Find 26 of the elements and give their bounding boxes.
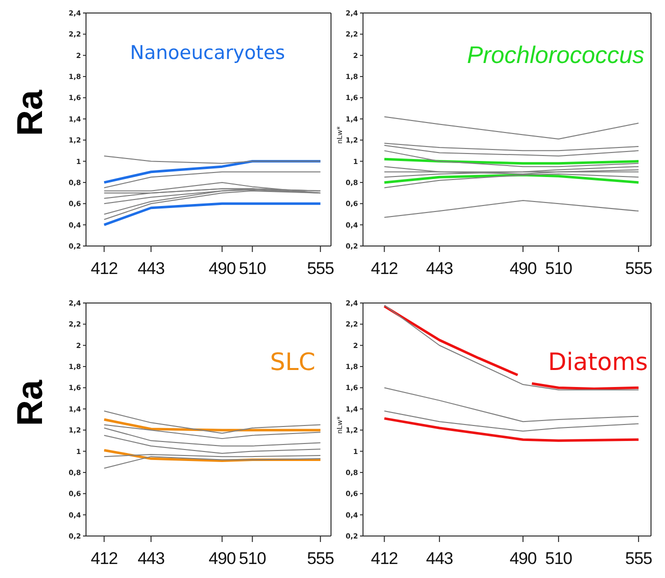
text: Prochlorococcus bbox=[467, 42, 644, 70]
x-tick-label: 510 bbox=[238, 549, 266, 568]
x-tick-label: 555 bbox=[306, 549, 334, 568]
x-tick-label: 510 bbox=[545, 549, 572, 568]
x-tick-label: 443 bbox=[426, 259, 453, 278]
x-tick-label: 555 bbox=[625, 549, 652, 568]
x-tick-label: 510 bbox=[238, 259, 266, 278]
text: Diatoms bbox=[548, 348, 648, 376]
x-tick-label: 510 bbox=[545, 259, 572, 278]
x-tick-label: 555 bbox=[625, 259, 652, 278]
text: SLC bbox=[270, 348, 316, 376]
x-tick-label: 412 bbox=[90, 259, 118, 278]
x-tick-label: 490 bbox=[208, 259, 236, 278]
x-tick-label: 443 bbox=[138, 259, 165, 278]
x-tick-label: 412 bbox=[370, 549, 398, 568]
y-axis-title: Ra bbox=[9, 380, 51, 426]
x-tick-label: 490 bbox=[510, 549, 536, 568]
x-tick-label: 490 bbox=[208, 549, 236, 568]
y-axis-title: Ra bbox=[9, 90, 51, 136]
text: Nanoeucaryotes bbox=[130, 42, 286, 64]
x-tick-label: 412 bbox=[370, 259, 398, 278]
x-tick-label: 412 bbox=[90, 549, 118, 568]
x-tick-label: 443 bbox=[138, 549, 165, 568]
x-tick-label: 443 bbox=[426, 549, 453, 568]
x-tick-label: 555 bbox=[306, 259, 334, 278]
x-tick-label: 490 bbox=[510, 259, 536, 278]
